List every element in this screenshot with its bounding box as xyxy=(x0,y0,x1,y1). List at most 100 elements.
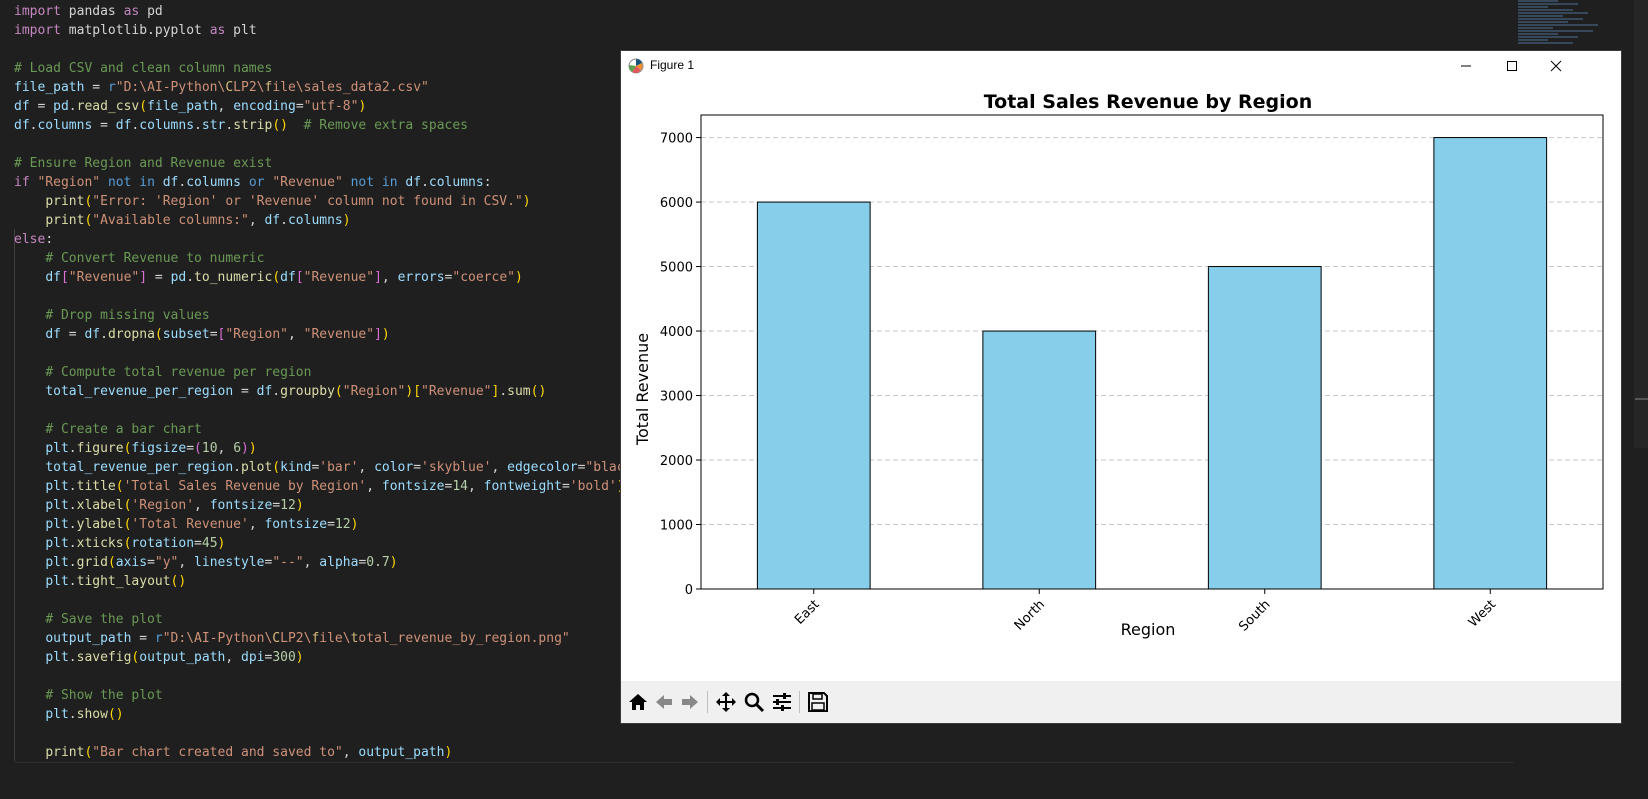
code-line[interactable] xyxy=(14,401,640,420)
code-token: = xyxy=(295,99,304,114)
code-line[interactable]: import matplotlib.pyplot as plt xyxy=(14,21,640,40)
x-tick-label: South xyxy=(1236,597,1273,634)
code-token: LP2\ xyxy=(280,631,312,646)
code-line[interactable] xyxy=(14,724,640,743)
minimap[interactable] xyxy=(1518,0,1618,60)
code-line[interactable]: plt.xlabel('Region', fontsize=12) xyxy=(14,496,640,515)
pan-button[interactable] xyxy=(713,689,739,715)
code-line[interactable]: # Create a bar chart xyxy=(14,420,640,439)
configure-subplots-button[interactable] xyxy=(769,689,795,715)
code-line[interactable] xyxy=(14,40,640,59)
code-token: . xyxy=(225,118,234,133)
code-token: ( xyxy=(272,270,281,285)
code-token: total_revenue_per_region xyxy=(45,460,234,475)
code-token: plt xyxy=(45,441,69,456)
zoom-button[interactable] xyxy=(741,689,767,715)
code-line[interactable]: # Convert Revenue to numeric xyxy=(14,249,640,268)
code-line[interactable]: plt.tight_layout() xyxy=(14,572,640,591)
bar-north xyxy=(982,330,1097,590)
code-line[interactable] xyxy=(14,344,640,363)
bars xyxy=(756,137,1548,590)
figure-window[interactable]: Figure 1 Total Sales Revenue by Region T… xyxy=(620,50,1622,724)
code-token: str xyxy=(201,118,226,133)
code-line[interactable]: total_revenue_per_region = df.groupby("R… xyxy=(14,382,640,401)
code-line[interactable]: print("Error: 'Region' or 'Revenue' colu… xyxy=(14,192,640,211)
code-line[interactable]: plt.ylabel('Total Revenue', fontsize=12) xyxy=(14,515,640,534)
code-line[interactable]: print("Available columns:", df.columns) xyxy=(14,211,640,230)
code-line[interactable] xyxy=(14,667,640,686)
code-token: alpha xyxy=(319,555,359,570)
code-line[interactable]: plt.xticks(rotation=45) xyxy=(14,534,640,553)
forward-button[interactable] xyxy=(677,689,703,715)
home-button[interactable] xyxy=(625,689,651,715)
toolbar-separator xyxy=(799,691,800,713)
code-line[interactable]: plt.title('Total Sales Revenue by Region… xyxy=(14,477,640,496)
code-token: df xyxy=(45,327,61,342)
code-token: = xyxy=(84,80,108,95)
code-token: 'Total Sales Revenue by Region' xyxy=(123,479,367,494)
chart-title: Total Sales Revenue by Region xyxy=(984,91,1313,113)
figure-toolbar[interactable] xyxy=(621,681,1621,723)
code-line[interactable]: import pandas as pd xyxy=(14,2,640,21)
back-button[interactable] xyxy=(651,689,677,715)
code-line[interactable]: print("Bar chart created and saved to", … xyxy=(14,743,640,762)
code-token: # Compute total revenue per region xyxy=(45,365,312,380)
figure-titlebar[interactable]: Figure 1 xyxy=(621,51,1621,81)
code-token: . xyxy=(280,213,288,228)
code-token: f xyxy=(264,80,273,95)
code-line[interactable]: # Ensure Region and Revenue exist xyxy=(14,154,640,173)
code-token: axis xyxy=(115,555,148,570)
code-token xyxy=(14,422,45,437)
code-token: , xyxy=(303,555,320,570)
code-line[interactable]: df = pd.read_csv(file_path, encoding="ut… xyxy=(14,97,640,116)
code-token: 'bold' xyxy=(569,479,617,494)
minimize-button[interactable] xyxy=(1443,51,1489,81)
code-token: sum xyxy=(507,384,531,399)
code-token: , xyxy=(366,479,382,494)
maximize-button[interactable] xyxy=(1489,51,1535,81)
chart[interactable]: Total Sales Revenue by Region Total Reve… xyxy=(621,81,1621,661)
code-token xyxy=(14,270,45,285)
code-line[interactable]: else: xyxy=(14,230,640,249)
code-line[interactable]: # Load CSV and clean column names xyxy=(14,59,640,78)
save-button[interactable] xyxy=(805,689,831,715)
code-line[interactable]: plt.show() xyxy=(14,705,640,724)
code-line[interactable]: total_revenue_per_region.plot(kind='bar'… xyxy=(14,458,640,477)
code-token: = xyxy=(29,99,54,114)
code-line[interactable]: plt.figure(figsize=(10, 6)) xyxy=(14,439,640,458)
code-line[interactable]: output_path = r"D:\AI-Python\CLP2\file\t… xyxy=(14,629,640,648)
code-token xyxy=(14,479,45,494)
code-token: ( xyxy=(131,650,140,665)
editor-scrollbar-thumb[interactable] xyxy=(1635,398,1648,400)
code-token: fontsize xyxy=(209,498,273,513)
code-token: : xyxy=(45,232,54,247)
code-line[interactable]: # Drop missing values xyxy=(14,306,640,325)
code-line[interactable]: file_path = r"D:\AI-Python\CLP2\file\sal… xyxy=(14,78,640,97)
code-line[interactable]: df = df.dropna(subset=["Region", "Revenu… xyxy=(14,325,640,344)
code-line[interactable]: if "Region" not in df.columns or "Revenu… xyxy=(14,173,640,192)
code-line[interactable]: # Compute total revenue per region xyxy=(14,363,640,382)
code-line[interactable]: # Show the plot xyxy=(14,686,640,705)
code-line[interactable]: plt.savefig(output_path, dpi=300) xyxy=(14,648,640,667)
code-token xyxy=(14,745,45,760)
code-token: output_path xyxy=(358,745,445,760)
code-content[interactable]: import pandas as pd import matplotlib.pyp… xyxy=(14,2,640,762)
editor-scrollbar-track[interactable] xyxy=(1634,0,1648,448)
code-line[interactable]: df.columns = df.columns.str.strip() # Re… xyxy=(14,116,640,135)
code-line[interactable] xyxy=(14,287,640,306)
code-token: columns xyxy=(186,175,242,190)
code-line[interactable]: plt.grid(axis="y", linestyle="--", alpha… xyxy=(14,553,640,572)
close-button[interactable] xyxy=(1533,51,1579,81)
code-token xyxy=(14,555,45,570)
code-line[interactable] xyxy=(14,591,640,610)
code-token: pd xyxy=(139,4,163,19)
code-token: if xyxy=(14,175,30,190)
code-token: not xyxy=(350,175,375,190)
code-token: output_path xyxy=(139,650,226,665)
code-line[interactable] xyxy=(14,135,640,154)
code-token: ) xyxy=(295,650,304,665)
x-tick-label: West xyxy=(1466,597,1499,630)
matplotlib-logo-icon xyxy=(628,58,644,74)
code-line[interactable]: df["Revenue"] = pd.to_numeric(df["Revenu… xyxy=(14,268,640,287)
code-line[interactable]: # Save the plot xyxy=(14,610,640,629)
